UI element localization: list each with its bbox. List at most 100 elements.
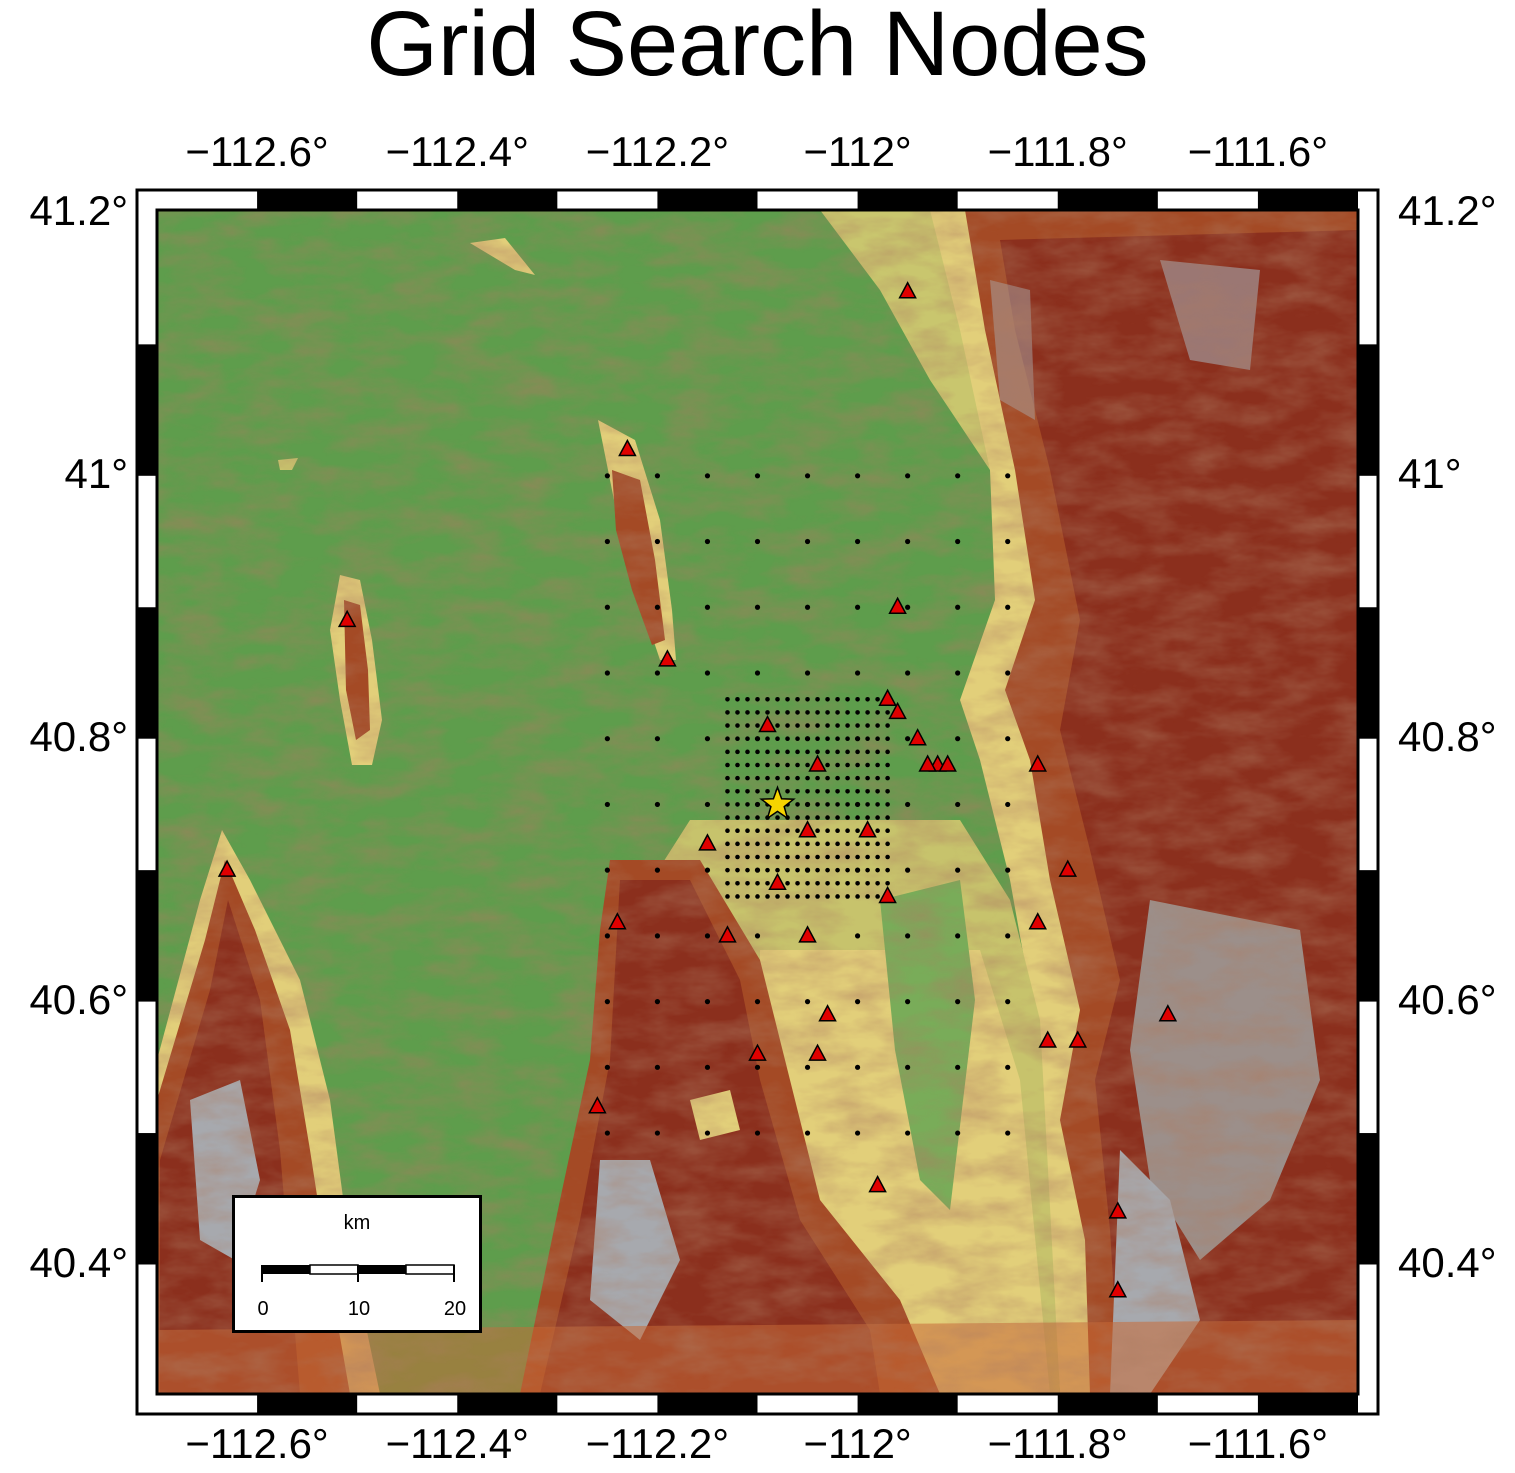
grid-node: [955, 604, 961, 610]
grid-node: [1005, 604, 1011, 610]
grid-node: [795, 802, 800, 807]
grid-node: [654, 801, 661, 808]
axis-tick-label: −112°: [803, 1420, 912, 1467]
grid-node: [755, 815, 760, 820]
axis-tick-label: 40.4°: [1398, 1238, 1497, 1286]
grid-node: [855, 749, 860, 755]
grid-node: [845, 894, 850, 899]
grid-node: [775, 828, 780, 834]
axis-tick-label: 40.6°: [1398, 975, 1497, 1023]
grid-node: [835, 762, 840, 768]
frame-segment: [457, 1394, 558, 1414]
grid-node: [765, 788, 770, 794]
grid-node: [885, 841, 890, 847]
epicenter-star: [759, 785, 796, 820]
station-triangle: [768, 872, 787, 891]
grid-node: [875, 854, 880, 860]
station-triangle: [1158, 1004, 1178, 1022]
grid-node: [755, 696, 760, 702]
grid-node: [765, 894, 770, 899]
grid-node: [775, 867, 780, 873]
grid-node: [775, 841, 780, 847]
grid-node: [704, 604, 711, 610]
grid-node: [905, 473, 911, 479]
axis-tick-label: 40.8°: [1398, 712, 1497, 760]
grid-node: [765, 749, 770, 755]
grid-node: [745, 802, 750, 807]
grid-node: [725, 828, 730, 834]
grid-node: [765, 696, 770, 702]
grid-node: [654, 933, 661, 939]
map-frame: [135, 188, 1380, 1416]
axis-tick-label: 40.6°: [29, 975, 128, 1023]
grid-node: [875, 880, 880, 886]
grid-node: [755, 854, 760, 860]
grid-node: [855, 841, 860, 847]
frame-segment: [137, 1133, 157, 1265]
grid-node: [855, 854, 860, 860]
frame-segment: [657, 190, 758, 210]
grid-node: [865, 723, 870, 728]
grid-node: [604, 801, 610, 808]
grid-node: [854, 1064, 861, 1070]
axis-tick-label: −112.4°: [385, 1420, 529, 1467]
grid-node: [875, 723, 880, 728]
grid-node: [955, 999, 961, 1005]
grid-node: [785, 894, 790, 899]
grid-node: [865, 762, 870, 768]
grid-node: [875, 788, 880, 794]
grid-node: [875, 710, 880, 715]
grid-node: [845, 775, 850, 781]
grid-node: [955, 538, 961, 545]
grid-node: [815, 828, 820, 834]
grid-node: [754, 999, 761, 1005]
grid-node: [604, 473, 610, 479]
grid-node: [1005, 538, 1011, 545]
frame-segment: [1358, 870, 1378, 1002]
grid-node: [725, 696, 730, 702]
grid-node: [745, 841, 750, 847]
grid-node: [875, 775, 880, 781]
grid-node: [704, 933, 711, 939]
grid-node: [795, 749, 800, 755]
grid-node: [735, 696, 740, 702]
grid-node: [905, 1064, 911, 1070]
grid-node: [604, 736, 610, 742]
grid-node: [775, 710, 780, 715]
grid-node: [855, 815, 860, 820]
grid-node: [735, 867, 740, 873]
grid-node: [815, 802, 820, 807]
grid-node: [775, 736, 780, 741]
scale-tick-label: 0: [257, 1298, 269, 1320]
grid-node: [805, 723, 810, 728]
grid-node: [845, 762, 850, 768]
frame-segment: [1057, 1394, 1158, 1414]
grid-node: [755, 828, 760, 834]
grid-node: [795, 880, 800, 886]
grid-node: [805, 736, 810, 741]
station-triangle: [698, 833, 717, 851]
grid-node: [775, 815, 780, 820]
grid-node: [775, 854, 780, 860]
grid-node: [755, 880, 760, 886]
station-triangle: [938, 754, 957, 772]
grid-node: [745, 788, 750, 794]
grid-node: [825, 710, 830, 715]
grid-node: [1005, 999, 1011, 1005]
grid-node: [885, 723, 890, 728]
scale-tick-label: 20: [443, 1298, 467, 1320]
grid-node: [825, 828, 830, 834]
grid-node: [805, 802, 810, 807]
grid-node: [835, 775, 840, 781]
station-triangle: [1108, 1280, 1128, 1298]
grid-node: [795, 841, 800, 847]
grid-node: [735, 841, 740, 847]
grid-node: [755, 894, 760, 899]
frame-segment: [1257, 1394, 1358, 1414]
grid-node: [905, 538, 911, 545]
grid-node: [885, 854, 890, 860]
frame-segment: [1257, 190, 1358, 210]
grid-node: [854, 670, 861, 676]
grid-node: [855, 775, 860, 781]
grid-node: [835, 723, 840, 728]
